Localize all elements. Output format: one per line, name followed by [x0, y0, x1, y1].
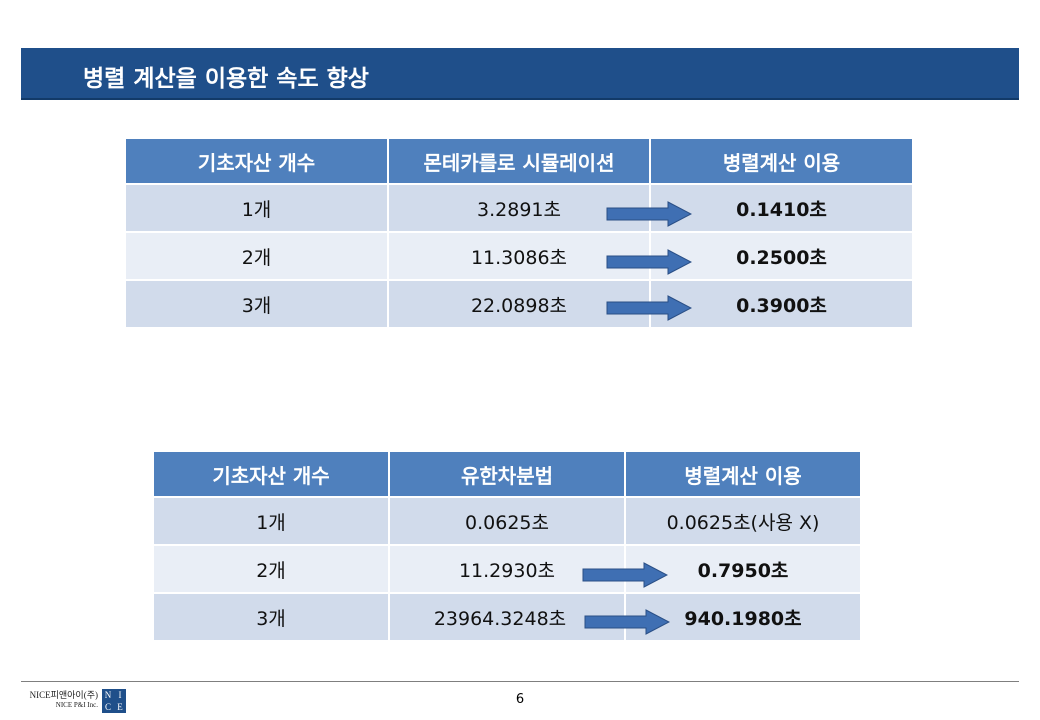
- logo-letter: N: [104, 690, 112, 700]
- cell-parallel-time: 940.1980초: [624, 592, 862, 642]
- cell-parallel-time: 0.0625초(사용 X): [624, 496, 862, 546]
- header-asset-count: 기초자산 개수: [124, 137, 389, 185]
- cell-text: 0.0625초: [465, 511, 549, 534]
- logo-letter: I: [118, 690, 122, 700]
- table-row: 1개 0.0625초 0.0625초(사용 X): [152, 496, 862, 546]
- header-finite-difference: 유한차분법: [388, 450, 626, 498]
- logo-letter: E: [117, 702, 123, 712]
- cell-text: 3개: [241, 294, 272, 317]
- title-bar: 병렬 계산을 이용한 속도 향상: [21, 48, 1019, 100]
- company-logo-text: NICE피앤아이(주) NICE P&I Inc.: [18, 690, 98, 710]
- cell-text: 0.2500초: [736, 246, 827, 269]
- cell-text: 23964.3248초: [433, 607, 567, 630]
- cell-text: 0.7950초: [697, 559, 789, 582]
- table-monte-carlo: 기초자산 개수 몬테카를로 시뮬레이션 병렬계산 이용 1개 3.2891초 0…: [124, 137, 914, 329]
- table-row: 3개 23964.3248초 940.1980초: [152, 592, 862, 642]
- right-arrow-icon: [606, 249, 692, 275]
- cell-text: 11.2930초: [458, 559, 556, 582]
- right-arrow-icon: [606, 201, 692, 227]
- table-row: 2개 11.3086초 0.2500초: [124, 231, 914, 281]
- right-arrow-icon: [584, 609, 670, 635]
- cell-asset-count: 1개: [152, 496, 390, 546]
- cell-monte-carlo-time: 3.2891초: [387, 183, 651, 233]
- cell-text: 0.1410초: [736, 198, 827, 221]
- cell-asset-count: 1개: [124, 183, 389, 233]
- header-parallel: 병렬계산 이용: [649, 137, 914, 185]
- cell-text: 2개: [241, 246, 272, 269]
- logo-company-name: NICE피앤아이(주): [29, 690, 98, 700]
- cell-text: 3개: [256, 607, 286, 630]
- cell-asset-count: 2개: [124, 231, 389, 281]
- logo-company-english: NICE P&I Inc.: [55, 701, 98, 709]
- cell-text: 3.2891초: [477, 198, 561, 221]
- header-asset-count: 기초자산 개수: [152, 450, 390, 498]
- company-logo-mark: N I C E: [102, 689, 126, 713]
- cell-parallel-time: 0.7950초: [624, 544, 862, 594]
- header-parallel: 병렬계산 이용: [624, 450, 862, 498]
- page-number: 6: [515, 692, 525, 707]
- cell-text: 940.1980초: [684, 607, 802, 630]
- right-arrow-icon: [606, 295, 692, 321]
- logo-letter: C: [104, 702, 111, 712]
- cell-asset-count: 3개: [152, 592, 390, 642]
- cell-text: 0.0625초(사용 X): [666, 511, 820, 534]
- table-row: 2개 11.2930초 0.7950초: [152, 544, 862, 594]
- table-header-row: 기초자산 개수 몬테카를로 시뮬레이션 병렬계산 이용: [124, 137, 914, 185]
- cell-asset-count: 3개: [124, 279, 389, 329]
- footer-divider: [21, 681, 1019, 682]
- header-monte-carlo: 몬테카를로 시뮬레이션: [387, 137, 651, 185]
- cell-text: 2개: [256, 559, 286, 582]
- cell-text: 1개: [241, 198, 272, 221]
- cell-parallel-time: 0.3900초: [649, 279, 914, 329]
- cell-text: 1개: [256, 511, 286, 534]
- cell-text: 22.0898초: [470, 294, 568, 317]
- cell-parallel-time: 0.1410초: [649, 183, 914, 233]
- cell-text: 0.3900초: [736, 294, 827, 317]
- table-finite-difference: 기초자산 개수 유한차분법 병렬계산 이용 1개 0.0625초 0.0625초…: [152, 450, 862, 642]
- table-row: 3개 22.0898초 0.3900초: [124, 279, 914, 329]
- table-row: 1개 3.2891초 0.1410초: [124, 183, 914, 233]
- cell-text: 11.3086초: [470, 246, 568, 269]
- cell-finite-difference-time: 0.0625초: [388, 496, 626, 546]
- table-header-row: 기초자산 개수 유한차분법 병렬계산 이용: [152, 450, 862, 498]
- right-arrow-icon: [582, 562, 668, 588]
- page-title: 병렬 계산을 이용한 속도 향상: [83, 66, 369, 92]
- cell-parallel-time: 0.2500초: [649, 231, 914, 281]
- cell-asset-count: 2개: [152, 544, 390, 594]
- cell-monte-carlo-time: 22.0898초: [387, 279, 651, 329]
